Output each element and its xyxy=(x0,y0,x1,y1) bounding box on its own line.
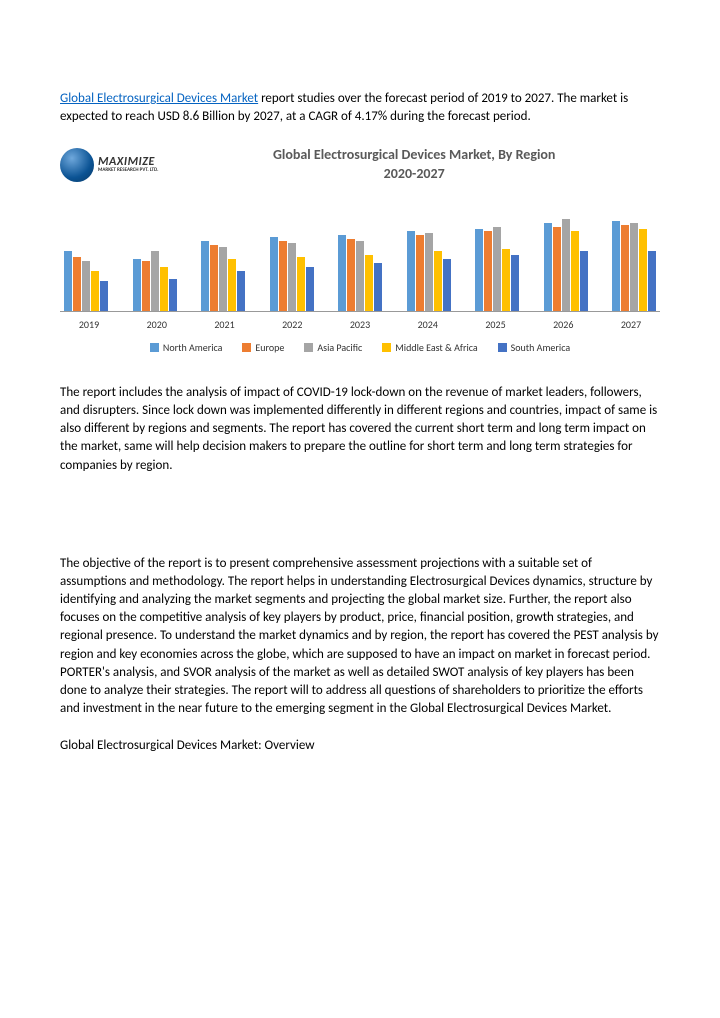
legend-item: Middle East & Africa xyxy=(382,341,477,354)
bar xyxy=(100,281,108,311)
bar xyxy=(571,231,579,311)
chart-title: Global Electrosurgical Devices Market, B… xyxy=(168,146,660,182)
bar xyxy=(169,279,177,311)
legend-swatch xyxy=(304,343,313,352)
bar xyxy=(219,247,227,311)
year-group xyxy=(133,251,177,311)
chart-title-line2: 2020-2027 xyxy=(384,165,445,182)
bar xyxy=(237,271,245,311)
company-logo: MAXIMIZE MARKET RESEARCH PVT. LTD. xyxy=(60,148,158,182)
bar xyxy=(425,233,433,311)
bar xyxy=(133,259,141,311)
legend-item: South America xyxy=(498,341,570,354)
x-axis-label: 2023 xyxy=(335,318,385,331)
bar xyxy=(511,255,519,311)
bar xyxy=(374,263,382,311)
bar xyxy=(297,257,305,311)
overview-heading: Global Electrosurgical Devices Market: O… xyxy=(60,738,660,753)
x-axis-label: 2025 xyxy=(471,318,521,331)
year-group xyxy=(475,227,519,311)
bar xyxy=(639,229,647,311)
legend-label: South America xyxy=(511,341,570,354)
bar xyxy=(416,235,424,311)
x-axis-label: 2026 xyxy=(538,318,588,331)
year-group xyxy=(201,241,245,311)
bar xyxy=(648,251,656,311)
bar xyxy=(544,223,552,311)
bar xyxy=(407,231,415,311)
legend-swatch xyxy=(150,343,159,352)
bar xyxy=(434,251,442,311)
bar xyxy=(630,223,638,311)
bar xyxy=(580,251,588,311)
bar xyxy=(338,235,346,311)
bar xyxy=(306,267,314,311)
bar xyxy=(91,271,99,311)
bar xyxy=(228,259,236,311)
bar xyxy=(356,241,364,311)
bar xyxy=(64,251,72,311)
covid-paragraph: The report includes the analysis of impa… xyxy=(60,384,660,475)
legend-swatch xyxy=(242,343,251,352)
chart-title-line1: Global Electrosurgical Devices Market, B… xyxy=(273,146,555,163)
legend-item: Europe xyxy=(242,341,284,354)
bar xyxy=(612,221,620,311)
bar xyxy=(210,245,218,311)
chart-x-axis: 2019 2020 2021 2022 2023 2024 2025 2026 2027 xyxy=(60,311,660,341)
globe-icon xyxy=(60,148,94,182)
bar xyxy=(82,261,90,311)
objective-paragraph: The objective of the report is to presen… xyxy=(60,555,660,719)
x-axis-label: 2027 xyxy=(606,318,656,331)
legend-label: North America xyxy=(163,341,223,354)
legend-label: Europe xyxy=(255,341,284,354)
bar xyxy=(279,241,287,311)
legend-swatch xyxy=(382,343,391,352)
legend-label: Asia Pacific xyxy=(317,341,362,354)
year-group xyxy=(544,219,588,311)
legend-swatch xyxy=(498,343,507,352)
bar xyxy=(270,237,278,311)
logo-sub-text: MARKET RESEARCH PVT. LTD. xyxy=(98,168,158,173)
x-axis-label: 2024 xyxy=(403,318,453,331)
legend-item: Asia Pacific xyxy=(304,341,362,354)
region-chart: MAXIMIZE MARKET RESEARCH PVT. LTD. Globa… xyxy=(60,146,660,353)
chart-plot-area xyxy=(60,191,660,311)
year-group xyxy=(270,237,314,311)
bar xyxy=(365,255,373,311)
intro-paragraph: Global Electrosurgical Devices Market re… xyxy=(60,90,660,126)
bar xyxy=(73,257,81,311)
bar xyxy=(621,225,629,311)
market-report-link[interactable]: Global Electrosurgical Devices Market xyxy=(60,91,258,106)
bar xyxy=(502,249,510,311)
chart-header: MAXIMIZE MARKET RESEARCH PVT. LTD. Globa… xyxy=(60,146,660,182)
x-axis-label: 2020 xyxy=(132,318,182,331)
bar xyxy=(553,227,561,311)
x-axis-label: 2021 xyxy=(200,318,250,331)
legend-item: North America xyxy=(150,341,223,354)
bar xyxy=(151,251,159,311)
x-axis-label: 2022 xyxy=(267,318,317,331)
chart-legend: North America Europe Asia Pacific Middle Ea… xyxy=(60,341,660,354)
bar xyxy=(160,267,168,311)
year-group xyxy=(338,235,382,311)
year-group xyxy=(612,221,656,311)
bar xyxy=(562,219,570,311)
bar xyxy=(443,259,451,311)
bar xyxy=(142,261,150,311)
x-axis-label: 2019 xyxy=(64,318,114,331)
year-group xyxy=(407,231,451,311)
bar xyxy=(493,227,501,311)
year-group xyxy=(64,251,108,311)
bar xyxy=(288,243,296,311)
bar xyxy=(347,239,355,311)
legend-label: Middle East & Africa xyxy=(395,341,477,354)
bar xyxy=(484,231,492,311)
bar xyxy=(201,241,209,311)
bar xyxy=(475,229,483,311)
